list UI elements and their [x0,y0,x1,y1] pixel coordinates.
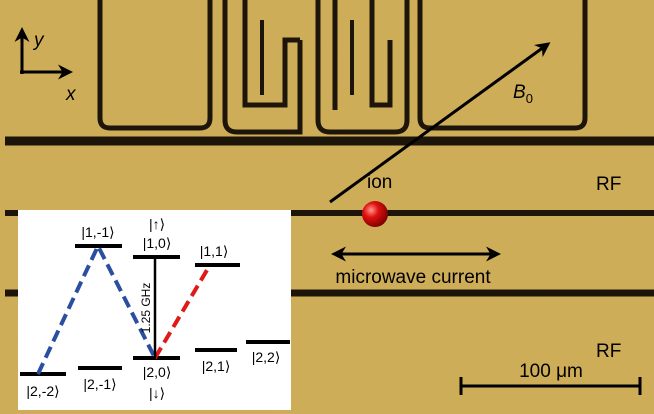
frequency-label: 1.25 GHz [139,283,153,334]
level-label: |1,1⟩ [200,243,229,259]
ion [362,201,388,227]
level-label: |2,1⟩ [202,358,231,374]
ion-label: ion [367,172,392,193]
level-diagram: 1.25 GHz |1,-1⟩ |1,0⟩ |↑⟩ |1,1⟩ |2,-2⟩ |… [18,210,291,410]
figure: y x B0 ion RF RF microwave current 100 μ… [0,0,654,414]
b-field-base: B [513,82,526,103]
rf-label: RF [596,341,621,362]
y-axis-label: y [32,30,45,51]
level-label: |2,0⟩ [143,364,172,380]
rf-label: RF [596,174,621,195]
scale-label: 100 μm [519,361,583,382]
b-field-sub: 0 [526,91,533,106]
qubit-label: |↑⟩ [149,216,165,232]
level-label: |2,-1⟩ [83,376,116,392]
current-label: microwave current [335,267,491,288]
x-axis-label: x [65,84,77,105]
level-label: |2,2⟩ [252,349,281,365]
level-label: |1,-1⟩ [81,224,114,240]
level-label: |1,0⟩ [143,235,172,251]
level-label: |2,-2⟩ [26,383,59,399]
qubit-label: |↓⟩ [149,385,165,401]
